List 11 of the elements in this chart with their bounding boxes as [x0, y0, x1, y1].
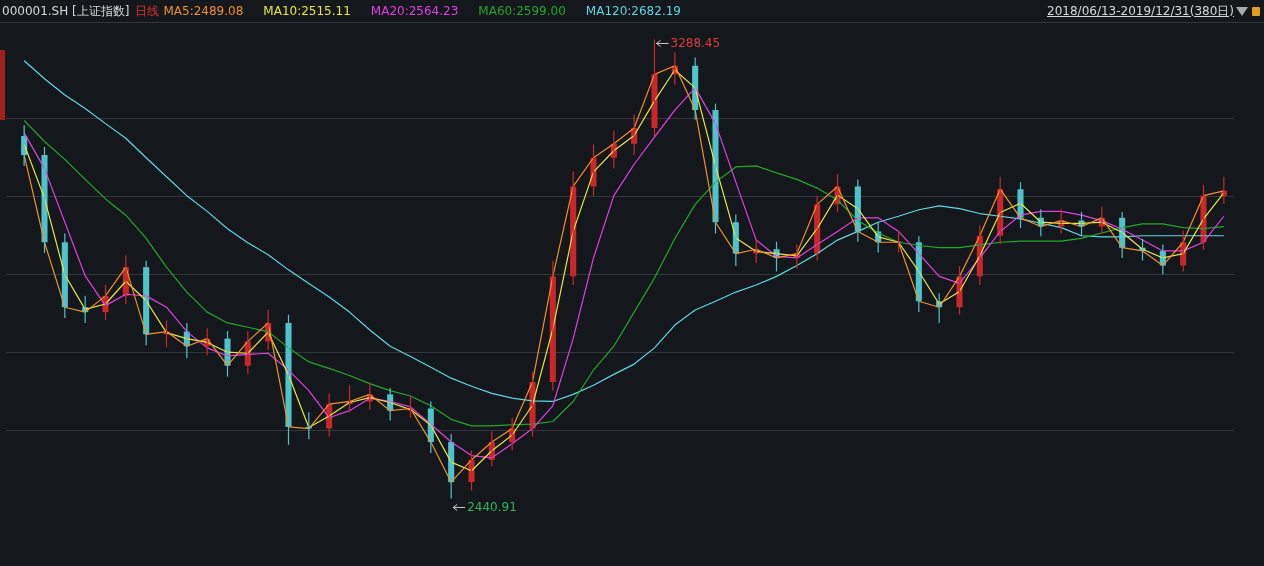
text: MA120:2682.19 [585, 4, 681, 18]
text: MA10:2515.11 [263, 4, 351, 18]
text: MA60:2599.00 [478, 4, 566, 18]
text: 2440.91 [467, 499, 517, 514]
text: MA20:2564.23 [370, 4, 459, 18]
chart-subtitle: 日线 [135, 2, 160, 20]
candlestick [651, 38, 658, 137]
text: MA5:2489.08 [163, 4, 244, 18]
text: 2018/06/13-2019/12/31(380日) [1047, 2, 1234, 20]
chart-title: 000001.SH [上证指数] [2, 2, 130, 20]
annotation: 3288.45 [670, 35, 721, 50]
